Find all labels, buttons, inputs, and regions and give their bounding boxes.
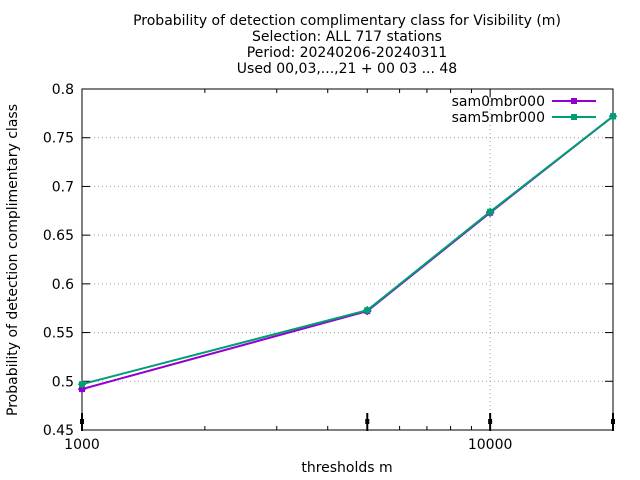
x-axis-label: thresholds m [301, 460, 392, 476]
grid-lines [82, 89, 613, 430]
x-tick-label: 10000 [468, 437, 513, 453]
plot-frame [81, 88, 614, 431]
series-line-sam5mbr000 [81, 115, 614, 386]
baseline-marker-dot [80, 419, 84, 424]
x-tick-label: 1000 [64, 437, 100, 453]
baseline-marker-dot [611, 419, 615, 424]
baseline-marker-dot [488, 419, 493, 424]
y-tick-label: 0.65 [43, 228, 74, 244]
data-series [78, 112, 617, 394]
y-tick-label: 0.8 [52, 82, 74, 98]
title-line-3: Used 00,03,...,21 + 00 03 ... 48 [237, 61, 457, 77]
legend-label-sam0mbr000: sam0mbr000 [452, 94, 545, 110]
y-tick-label: 0.45 [43, 423, 74, 439]
y-tick-label: 0.6 [52, 277, 74, 293]
legend-label-sam5mbr000: sam5mbr000 [452, 110, 545, 126]
y-axis-label: Probability of detection complimentary c… [5, 104, 21, 416]
title-line-2: Period: 20240206-20240311 [247, 45, 447, 61]
y-tick-label: 0.75 [43, 131, 74, 147]
y-tick-label: 0.55 [43, 326, 74, 342]
y-tick-label: 0.7 [52, 179, 74, 195]
title-line-1: Selection: ALL 717 stations [252, 29, 442, 45]
series-line-sam0mbr000 [81, 115, 614, 391]
legend-marker-sam0mbr000 [571, 98, 577, 104]
chart-title: Probability of detection complimentary c… [133, 13, 561, 77]
title-line-0: Probability of detection complimentary c… [133, 13, 561, 29]
baseline-marker-dot [365, 419, 370, 424]
y-tick-label: 0.5 [52, 374, 74, 390]
legend-marker-sam5mbr000 [571, 114, 577, 120]
axis-ticks: 0.45 0.5 0.55 0.6 0.65 0.7 0.75 0.8 1000 10000 [43, 82, 615, 453]
